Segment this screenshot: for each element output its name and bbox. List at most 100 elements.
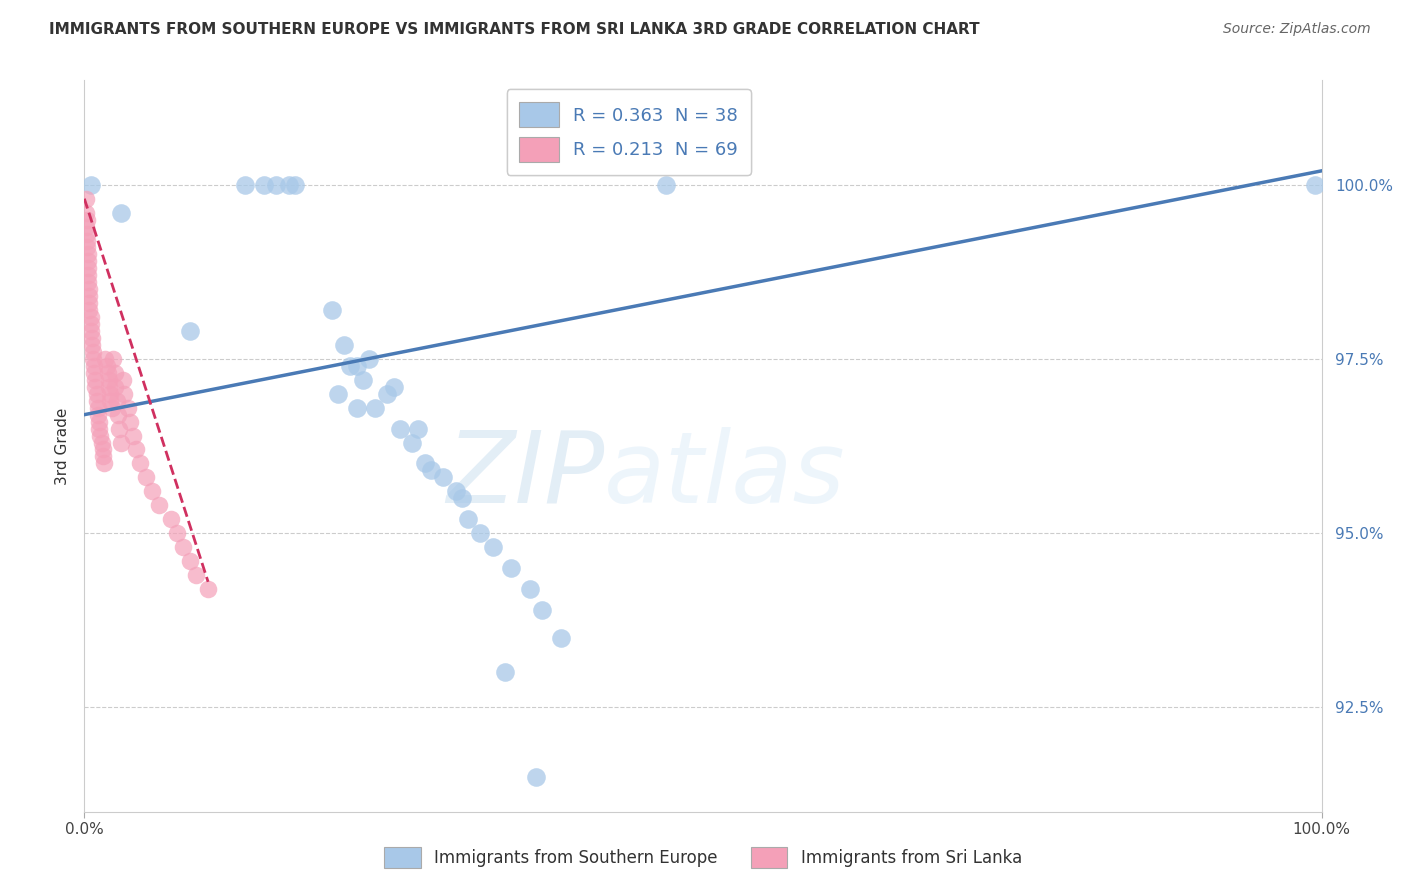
- Point: [83, 366, 105, 380]
- Point: [111, 373, 134, 387]
- Point: [79, 296, 101, 310]
- Point: [141, 484, 163, 499]
- Point: [501, 561, 523, 575]
- Legend: R = 0.363  N = 38, R = 0.213  N = 69: R = 0.363 N = 38, R = 0.213 N = 69: [506, 89, 751, 175]
- Point: [135, 470, 157, 484]
- Point: [80, 331, 103, 345]
- Point: [77, 261, 100, 276]
- Point: [148, 498, 170, 512]
- Point: [77, 247, 100, 261]
- Point: [413, 457, 436, 471]
- Point: [91, 442, 114, 457]
- Point: [79, 303, 101, 318]
- Point: [179, 554, 201, 568]
- Point: [104, 366, 127, 380]
- Point: [401, 435, 423, 450]
- Point: [481, 540, 503, 554]
- Point: [79, 310, 101, 325]
- Point: [76, 240, 98, 254]
- Point: [94, 351, 117, 366]
- Point: [233, 178, 256, 192]
- Point: [197, 582, 219, 596]
- Point: [77, 268, 100, 283]
- Point: [352, 373, 374, 387]
- Point: [76, 227, 98, 241]
- Point: [184, 567, 207, 582]
- Point: [87, 408, 110, 422]
- Point: [253, 178, 276, 192]
- Y-axis label: 3rd Grade: 3rd Grade: [55, 408, 70, 484]
- Point: [333, 338, 356, 352]
- Point: [321, 303, 343, 318]
- Point: [172, 540, 194, 554]
- Point: [179, 324, 201, 338]
- Point: [101, 351, 124, 366]
- Point: [97, 366, 120, 380]
- Point: [89, 415, 111, 429]
- Point: [91, 450, 114, 464]
- Point: [388, 421, 411, 435]
- Point: [105, 393, 128, 408]
- Point: [87, 401, 110, 415]
- Point: [84, 373, 107, 387]
- Point: [166, 526, 188, 541]
- Point: [432, 470, 454, 484]
- Text: IMMIGRANTS FROM SOUTHERN EUROPE VS IMMIGRANTS FROM SRI LANKA 3RD GRADE CORRELATI: IMMIGRANTS FROM SOUTHERN EUROPE VS IMMIG…: [49, 22, 980, 37]
- Point: [470, 526, 492, 541]
- Point: [346, 359, 368, 373]
- Point: [75, 205, 97, 219]
- Point: [450, 491, 472, 506]
- Point: [108, 421, 131, 435]
- Point: [100, 401, 122, 415]
- Point: [382, 380, 405, 394]
- Point: [86, 386, 108, 401]
- Point: [89, 421, 111, 435]
- Point: [524, 770, 547, 784]
- Point: [112, 386, 135, 401]
- Point: [264, 178, 287, 192]
- Text: Source: ZipAtlas.com: Source: ZipAtlas.com: [1223, 22, 1371, 37]
- Point: [160, 512, 183, 526]
- Point: [80, 338, 103, 352]
- Point: [83, 359, 105, 373]
- Point: [120, 415, 142, 429]
- Point: [364, 401, 387, 415]
- Point: [377, 386, 399, 401]
- Point: [89, 428, 111, 442]
- Point: [121, 428, 143, 442]
- Point: [346, 401, 368, 415]
- Point: [76, 234, 98, 248]
- Point: [519, 582, 541, 596]
- Point: [107, 408, 129, 422]
- Text: ZIP: ZIP: [446, 426, 605, 524]
- Point: [79, 324, 101, 338]
- Point: [82, 351, 104, 366]
- Point: [76, 212, 98, 227]
- Point: [79, 178, 101, 192]
- Point: [284, 178, 307, 192]
- Point: [86, 393, 108, 408]
- Point: [93, 457, 115, 471]
- Point: [531, 603, 554, 617]
- Point: [117, 401, 139, 415]
- Point: [655, 178, 678, 192]
- Point: [357, 351, 380, 366]
- Point: [110, 205, 132, 219]
- Point: [79, 282, 101, 296]
- Point: [129, 457, 152, 471]
- Point: [82, 345, 104, 359]
- Point: [98, 373, 121, 387]
- Point: [104, 380, 127, 394]
- Point: [98, 393, 121, 408]
- Point: [457, 512, 479, 526]
- Point: [444, 484, 467, 499]
- Point: [419, 463, 441, 477]
- Point: [77, 275, 100, 289]
- Legend: Immigrants from Southern Europe, Immigrants from Sri Lanka: Immigrants from Southern Europe, Immigra…: [377, 840, 1029, 875]
- Point: [96, 359, 118, 373]
- Point: [98, 386, 121, 401]
- Point: [75, 192, 97, 206]
- Point: [84, 380, 107, 394]
- Point: [98, 380, 121, 394]
- Point: [550, 631, 572, 645]
